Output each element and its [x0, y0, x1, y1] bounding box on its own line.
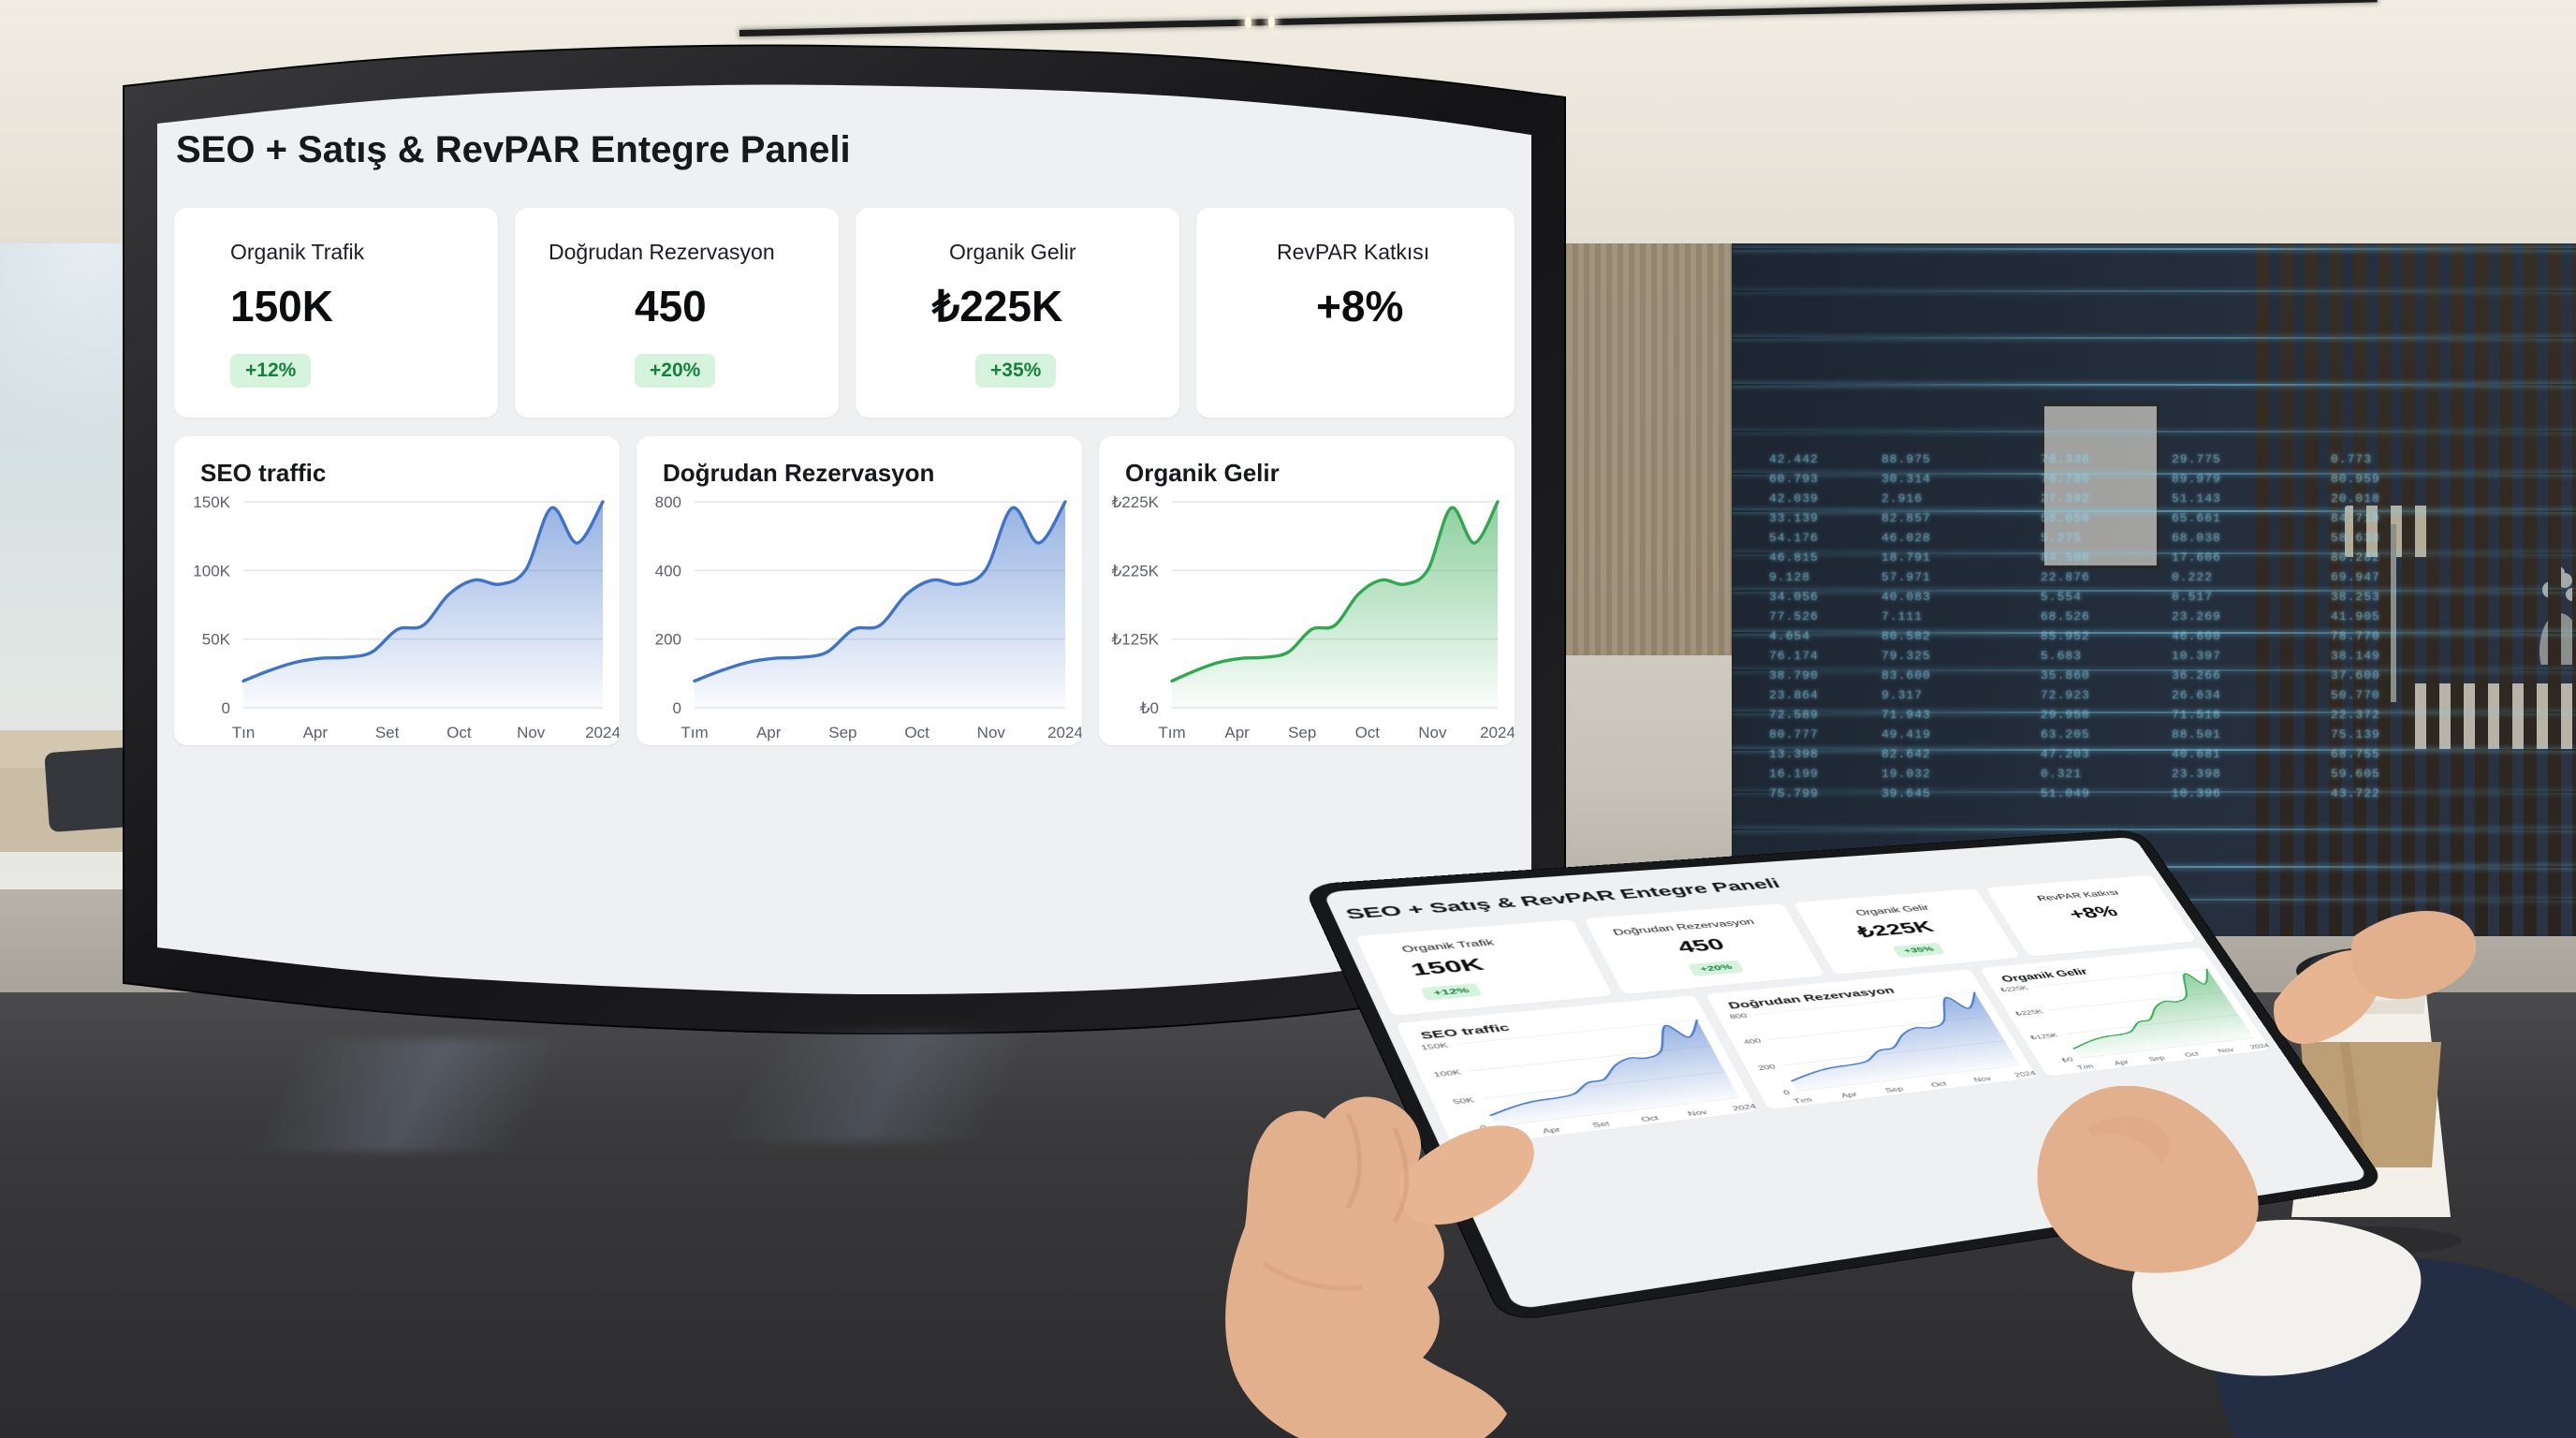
svg-text:50K: 50K — [202, 631, 231, 649]
svg-text:Tım: Tım — [1158, 724, 1185, 741]
svg-text:Nov: Nov — [517, 724, 546, 741]
svg-text:Apr: Apr — [1224, 724, 1250, 741]
svg-text:₺0: ₺0 — [1140, 699, 1159, 717]
svg-text:Sep: Sep — [1288, 724, 1316, 741]
svg-text:100K: 100K — [193, 562, 230, 580]
svg-text:₺225K: ₺225K — [1111, 493, 1159, 511]
svg-text:Tın: Tın — [232, 724, 256, 741]
svg-text:Nov: Nov — [977, 724, 1006, 741]
svg-text:Set: Set — [375, 724, 400, 741]
svg-text:₺125K: ₺125K — [1111, 631, 1159, 649]
svg-text:2024: 2024 — [585, 724, 620, 741]
svg-text:0: 0 — [222, 699, 230, 717]
svg-text:200: 200 — [655, 631, 681, 649]
svg-text:Apr: Apr — [303, 724, 329, 741]
svg-text:150K: 150K — [193, 493, 230, 511]
svg-text:2024: 2024 — [1047, 724, 1082, 741]
svg-text:0: 0 — [673, 699, 681, 717]
svg-text:800: 800 — [655, 493, 681, 511]
svg-text:Oct: Oct — [446, 724, 472, 741]
svg-text:Oct: Oct — [1355, 724, 1381, 741]
svg-text:400: 400 — [655, 562, 681, 580]
svg-text:Apr: Apr — [756, 724, 782, 741]
svg-text:Tım: Tım — [681, 724, 708, 741]
svg-text:2024: 2024 — [1480, 724, 1515, 741]
svg-text:Oct: Oct — [904, 724, 929, 741]
svg-text:Nov: Nov — [1418, 724, 1447, 741]
svg-text:Sep: Sep — [828, 724, 856, 741]
svg-text:₺225K: ₺225K — [1111, 562, 1159, 580]
